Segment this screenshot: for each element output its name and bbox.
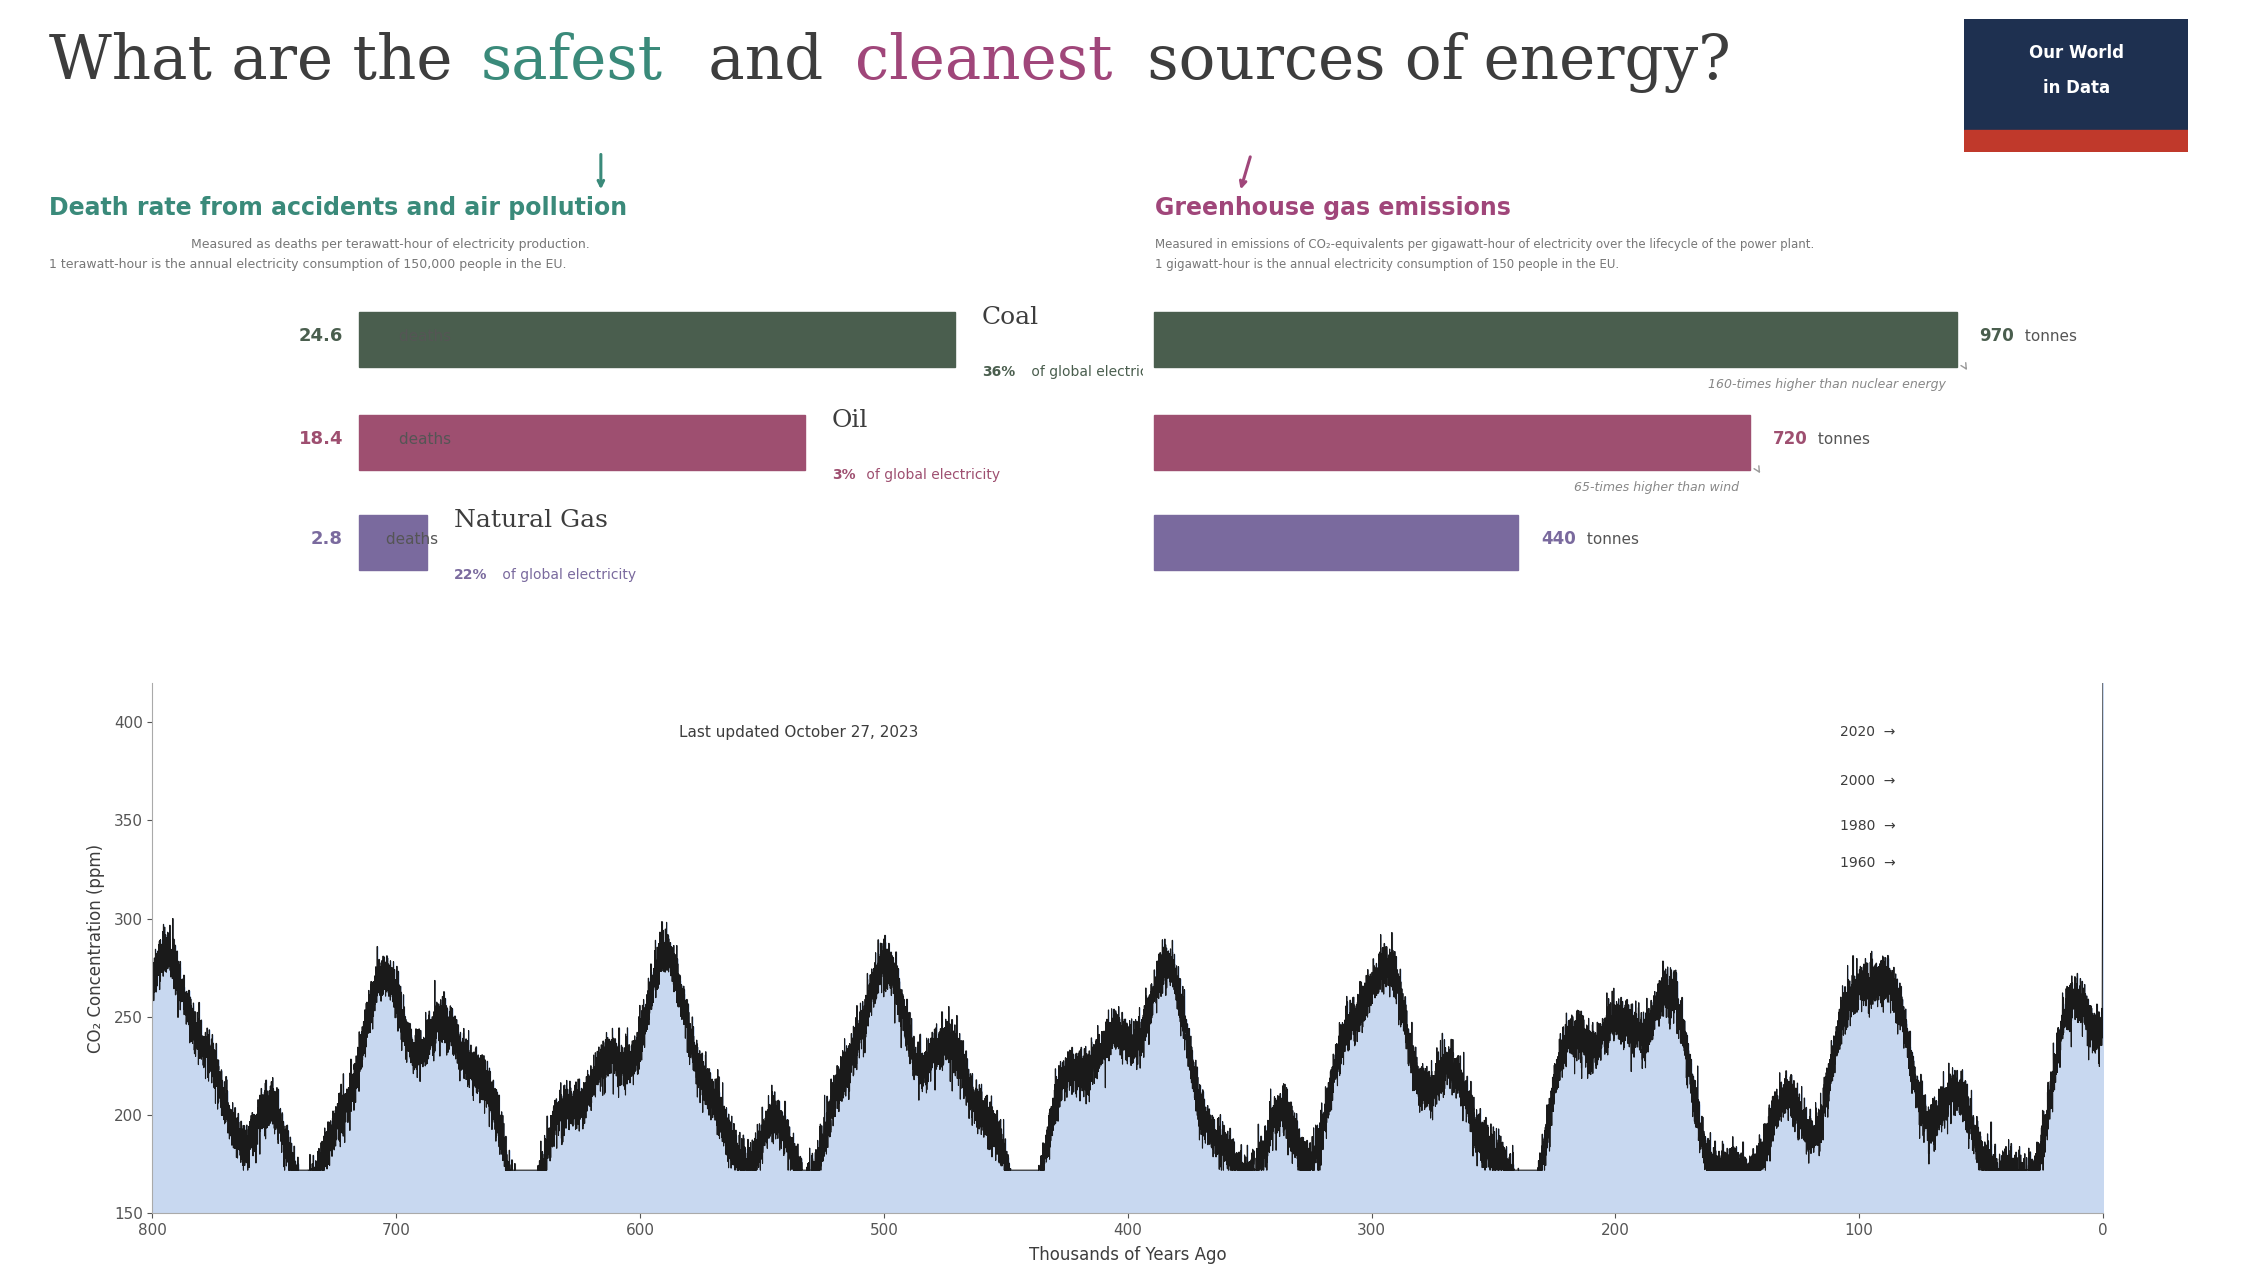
Text: 1980  →: 1980 → bbox=[1841, 819, 1897, 833]
Bar bbox=[1155, 416, 1749, 470]
Text: 2.8: 2.8 bbox=[312, 531, 343, 549]
Text: 36%: 36% bbox=[982, 365, 1016, 379]
Text: 2000  →: 2000 → bbox=[1841, 774, 1897, 787]
Text: of global electricity: of global electricity bbox=[1027, 365, 1166, 379]
Bar bbox=[1155, 312, 1957, 367]
Text: deaths: deaths bbox=[395, 432, 451, 447]
Text: Death rate from accidents and air pollution: Death rate from accidents and air pollut… bbox=[49, 196, 628, 220]
Text: Our World: Our World bbox=[2029, 44, 2123, 62]
Text: What are the: What are the bbox=[49, 32, 473, 91]
Text: Measured as deaths per terawatt-hour of electricity production.: Measured as deaths per terawatt-hour of … bbox=[191, 238, 590, 250]
Text: 160-times higher than nuclear energy: 160-times higher than nuclear energy bbox=[1708, 378, 1946, 391]
Text: tonnes: tonnes bbox=[2020, 329, 2076, 344]
Text: of global electricity: of global electricity bbox=[498, 568, 637, 581]
Text: 440: 440 bbox=[1540, 531, 1576, 549]
Text: 970: 970 bbox=[1980, 327, 2013, 345]
Text: Last updated October 27, 2023: Last updated October 27, 2023 bbox=[679, 726, 919, 739]
Text: 65-times higher than wind: 65-times higher than wind bbox=[1574, 482, 1740, 494]
Text: deaths: deaths bbox=[381, 532, 439, 547]
Text: 18.4: 18.4 bbox=[298, 431, 343, 449]
Text: Natural Gas: Natural Gas bbox=[453, 508, 608, 532]
Bar bbox=[359, 516, 426, 570]
Text: 3%: 3% bbox=[832, 468, 854, 482]
Text: and: and bbox=[688, 32, 843, 91]
X-axis label: Thousands of Years Ago: Thousands of Years Ago bbox=[1029, 1246, 1226, 1264]
Text: 1 terawatt-hour is the annual electricity consumption of 150,000 people in the E: 1 terawatt-hour is the annual electricit… bbox=[49, 258, 567, 270]
Y-axis label: CO₂ Concentration (ppm): CO₂ Concentration (ppm) bbox=[87, 843, 105, 1053]
Bar bbox=[359, 312, 955, 367]
Bar bbox=[1155, 516, 1518, 570]
Text: Greenhouse gas emissions: Greenhouse gas emissions bbox=[1155, 196, 1511, 220]
Text: of global electricity: of global electricity bbox=[861, 468, 1000, 482]
Text: Coal: Coal bbox=[982, 306, 1038, 329]
Text: 2020  →: 2020 → bbox=[1841, 724, 1897, 738]
Text: 720: 720 bbox=[1773, 431, 1807, 449]
Text: 1960  →: 1960 → bbox=[1841, 857, 1897, 871]
Bar bbox=[1964, 130, 2188, 152]
Text: Measured in emissions of CO₂-equivalents per gigawatt-hour of electricity over t: Measured in emissions of CO₂-equivalents… bbox=[1155, 238, 1814, 250]
Text: in Data: in Data bbox=[2042, 78, 2110, 97]
Text: 24.6: 24.6 bbox=[298, 327, 343, 345]
Text: tonnes: tonnes bbox=[1581, 532, 1639, 547]
Text: cleanest: cleanest bbox=[854, 32, 1112, 91]
Text: safest: safest bbox=[480, 32, 664, 91]
Bar bbox=[359, 416, 805, 470]
Text: sources of energy?: sources of energy? bbox=[1128, 32, 1731, 92]
Text: Oil: Oil bbox=[832, 408, 868, 431]
Text: 1 gigawatt-hour is the annual electricity consumption of 150 people in the EU.: 1 gigawatt-hour is the annual electricit… bbox=[1155, 258, 1619, 270]
Text: tonnes: tonnes bbox=[1814, 432, 1870, 447]
Text: deaths: deaths bbox=[395, 329, 451, 344]
Text: 22%: 22% bbox=[453, 568, 487, 581]
